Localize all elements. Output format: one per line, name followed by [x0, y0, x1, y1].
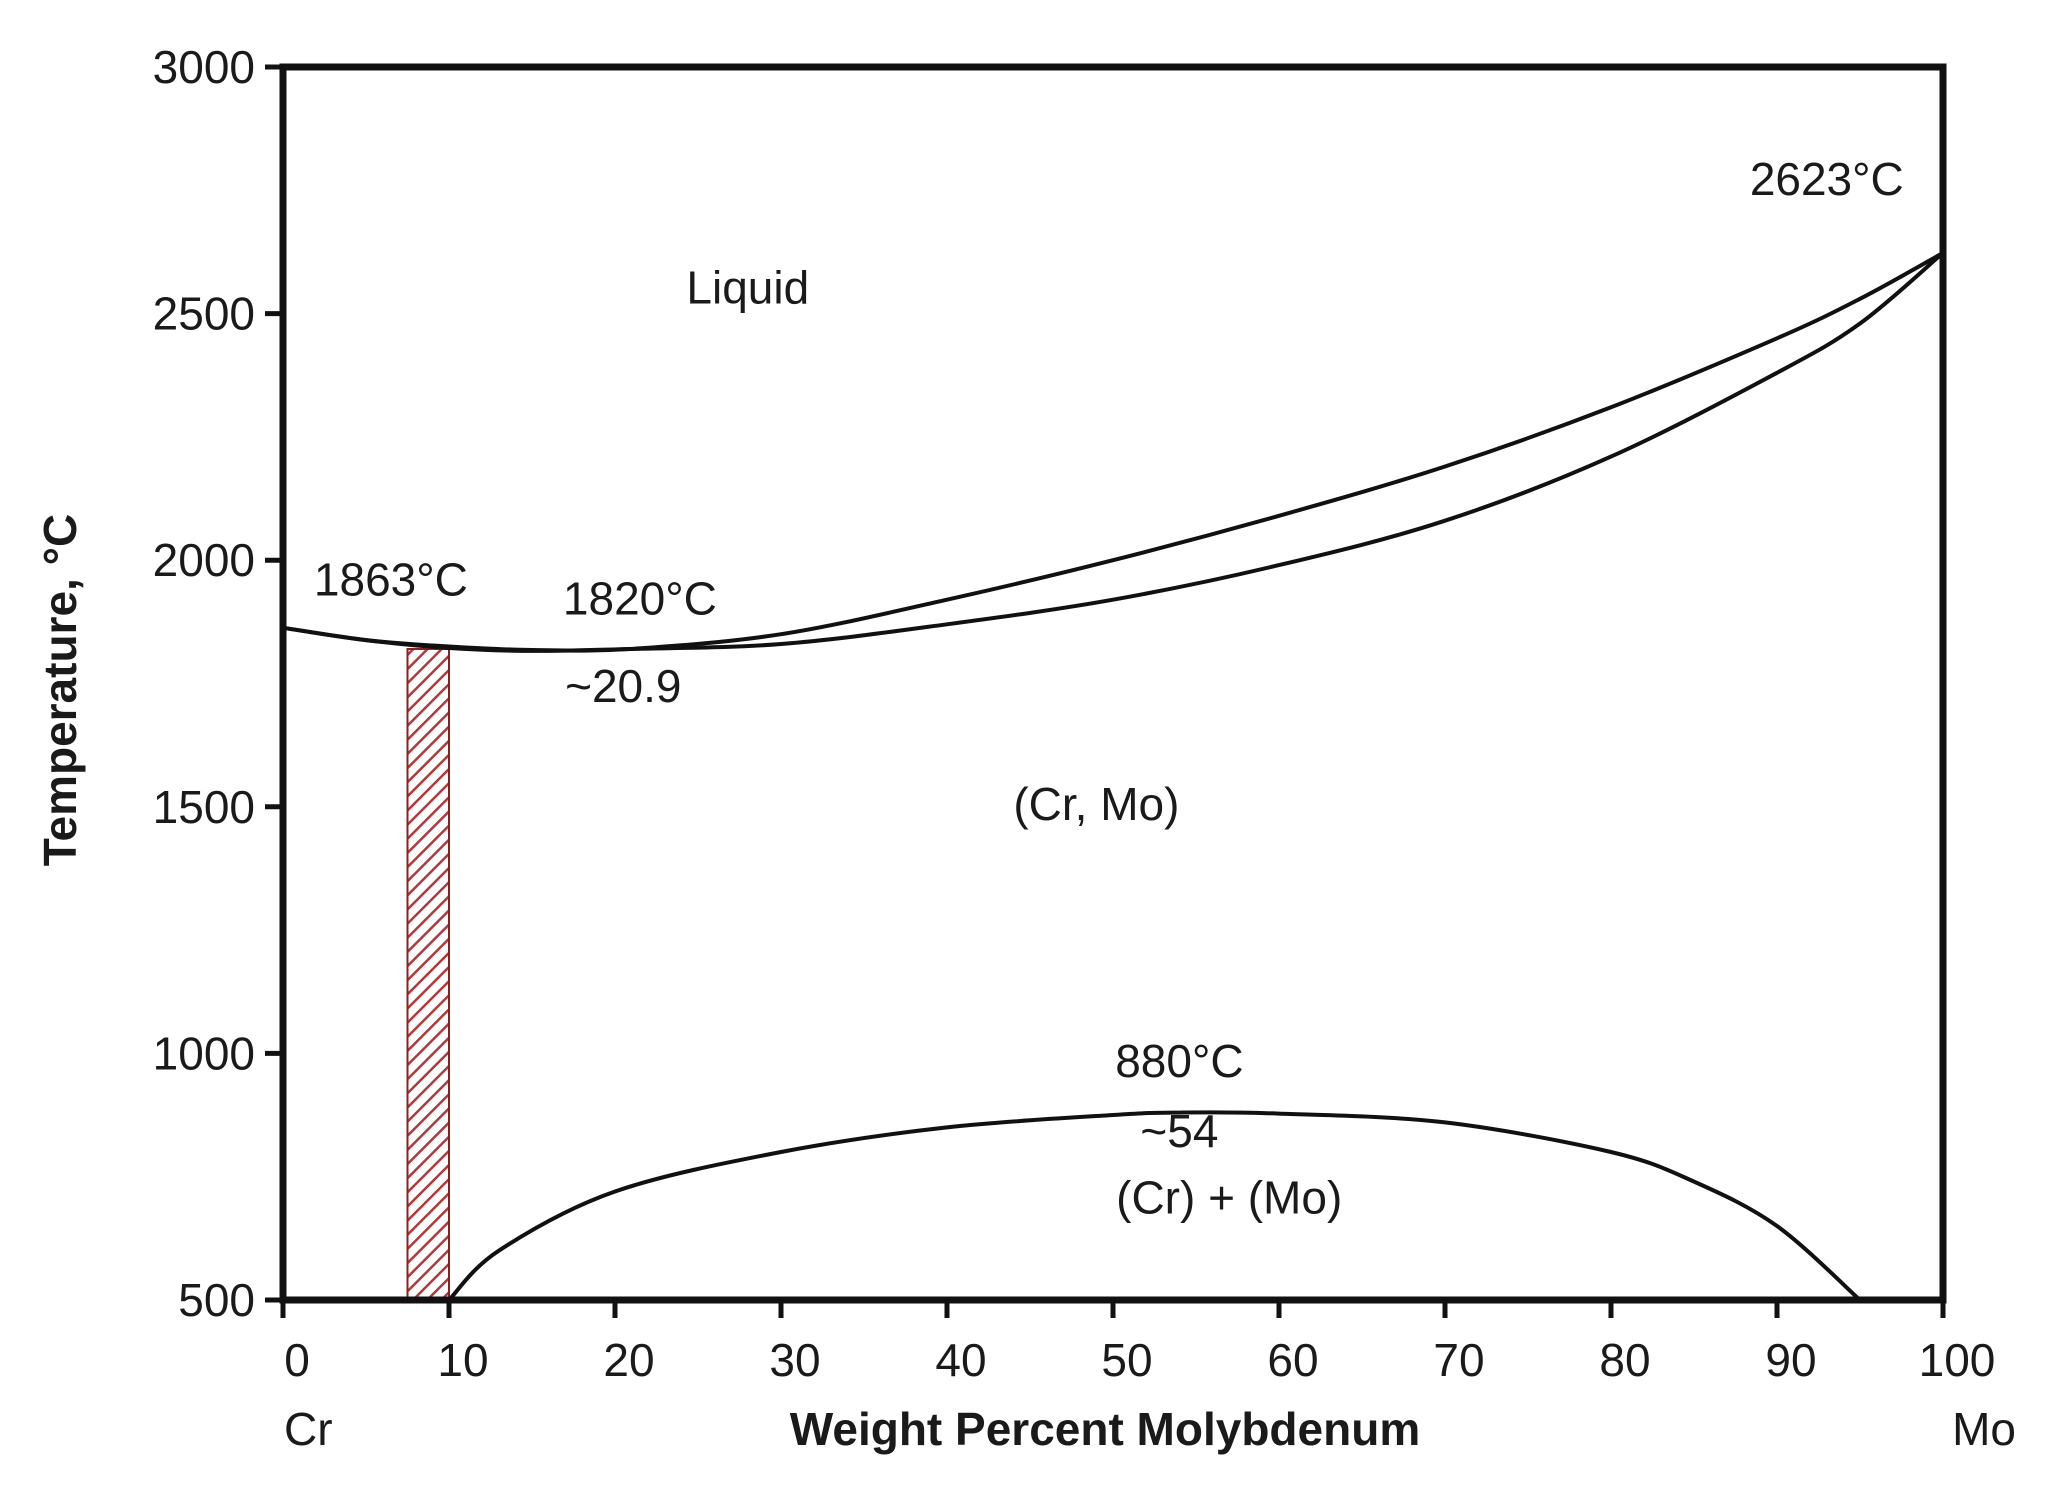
- x-tick-label: 100: [1919, 1334, 1996, 1386]
- x-tick-label: 90: [1765, 1334, 1816, 1386]
- series-solidus: [282, 251, 1945, 653]
- y-tick-label: 1500: [153, 781, 255, 833]
- series-miscibility-gap: [447, 1110, 1862, 1302]
- series-liquidus: [282, 251, 1944, 653]
- annotation-label: 1863°C: [314, 554, 468, 606]
- phase-region-label: (Cr, Mo): [1013, 778, 1179, 830]
- phase-region-label: (Cr) + (Mo): [1116, 1172, 1342, 1224]
- x-tick-label: 0: [284, 1334, 310, 1386]
- component-right-label: Mo: [1952, 1403, 2016, 1455]
- axis-ticks: 0 10 20 30 40 50 60 70 80 90 100 3000 2500 2000 1500 10…: [153, 41, 1996, 1386]
- x-tick-label: 20: [603, 1334, 654, 1386]
- phase-boundaries: [282, 251, 1945, 1302]
- x-tick-label: 30: [769, 1334, 820, 1386]
- y-tick-label: 2000: [153, 534, 255, 586]
- annotation-label: 1820°C: [563, 572, 717, 624]
- x-tick-label: 10: [437, 1334, 488, 1386]
- annotation-label: ~54: [1140, 1105, 1218, 1157]
- y-tick-label: 2500: [153, 288, 255, 340]
- composition-highlight-band: [406, 647, 450, 1301]
- labels: Cr Mo Weight Percent Molybdenum Temperat…: [34, 153, 2016, 1455]
- component-left-label: Cr: [284, 1403, 333, 1455]
- y-tick-label: 500: [178, 1274, 255, 1326]
- x-tick-label: 40: [935, 1334, 986, 1386]
- x-tick-label: 80: [1599, 1334, 1650, 1386]
- phase-region-label: Liquid: [686, 262, 809, 314]
- y-axis-title: Temperature, °C: [34, 514, 86, 866]
- annotation-label: 880°C: [1115, 1035, 1243, 1087]
- x-tick-label: 60: [1267, 1334, 1318, 1386]
- x-tick-label: 50: [1101, 1334, 1152, 1386]
- y-tick-label: 1000: [153, 1027, 255, 1079]
- y-tick-label: 3000: [153, 41, 255, 93]
- x-tick-label: 70: [1433, 1334, 1484, 1386]
- x-axis-title: Weight Percent Molybdenum: [790, 1403, 1420, 1455]
- annotation-label: 2623°C: [1750, 153, 1904, 205]
- annotation-label: ~20.9: [565, 660, 681, 712]
